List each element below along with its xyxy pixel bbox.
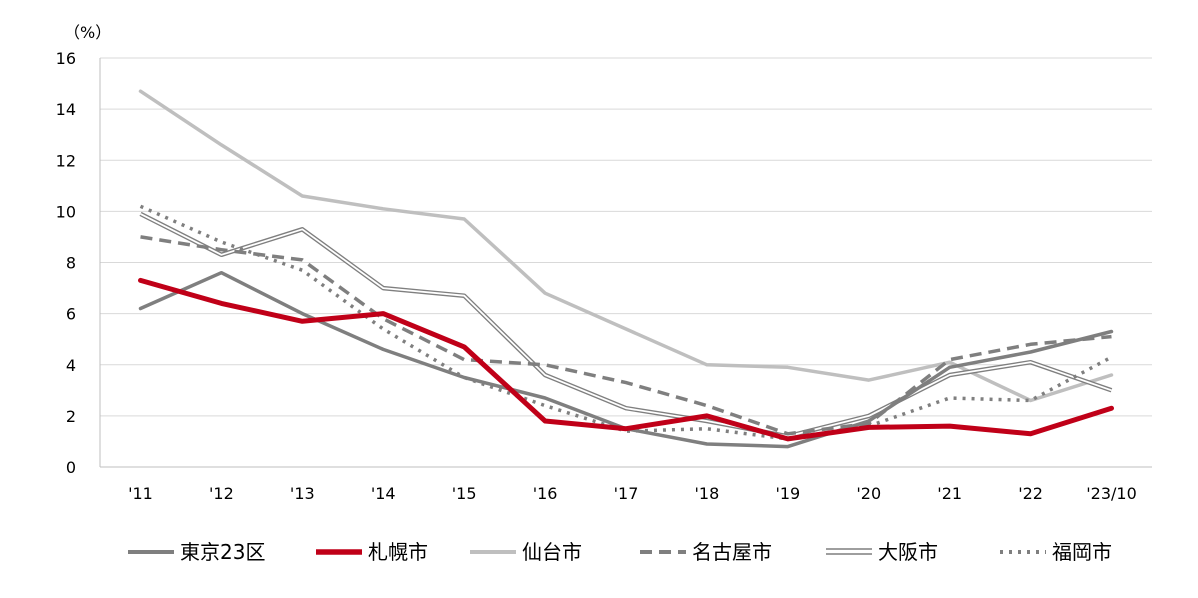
series-名古屋市 [140, 235, 1112, 436]
y-tick-label: 0 [66, 458, 76, 477]
series-line [138, 277, 1114, 442]
legend-label: 名古屋市 [692, 540, 772, 564]
y-unit-label: （%） [64, 23, 111, 42]
x-tick-label: '23/10 [1086, 484, 1137, 503]
x-tick-label: '12 [209, 484, 234, 503]
y-tick-label: 6 [66, 305, 76, 324]
series-line [138, 270, 1114, 449]
x-tick-label: '15 [452, 484, 477, 503]
series-lines [138, 89, 1114, 449]
x-tick-label: '13 [290, 484, 315, 503]
series-大阪市 [139, 211, 1113, 439]
series-福岡市 [139, 204, 1113, 441]
x-tick-label: '18 [695, 484, 720, 503]
y-tick-label: 16 [56, 49, 76, 68]
x-tick-label: '19 [775, 484, 800, 503]
x-tick-label: '14 [371, 484, 396, 503]
legend-item: 東京23区 [128, 540, 265, 564]
legend-label: 大阪市 [878, 540, 938, 564]
grid-lines [100, 57, 1152, 417]
y-tick-label: 4 [66, 356, 76, 375]
y-tick-label: 8 [66, 254, 76, 273]
legend-label: 福岡市 [1052, 540, 1112, 564]
y-tick-label: 14 [56, 100, 76, 119]
y-tick-label: 2 [66, 407, 76, 426]
series-line-inner [140, 213, 1112, 438]
x-tick-label: '21 [937, 484, 962, 503]
series-仙台市 [138, 89, 1114, 403]
series-東京23区 [138, 270, 1114, 449]
legend-item: 仙台市 [470, 540, 582, 564]
legend-label: 札幌市 [368, 540, 428, 564]
legend-item: 札幌市 [316, 540, 428, 564]
x-tick-label: '11 [128, 484, 153, 503]
y-tick-label: 12 [56, 151, 76, 170]
legend-label: 仙台市 [522, 540, 582, 564]
legend-item: 福岡市 [1000, 540, 1112, 564]
axes: 0 2 4 6 8 10 12 14 16 '11 '12 '13 '14 '15 '16 '17 '18 '19… [56, 49, 1152, 503]
series-line [139, 204, 1113, 441]
x-tick-label: '20 [856, 484, 881, 503]
legend-label: 東京23区 [180, 540, 265, 564]
series-line-outer [139, 211, 1113, 439]
y-tick-label: 10 [56, 202, 76, 221]
x-tick-label: '16 [533, 484, 558, 503]
legend-item: 大阪市 [826, 540, 938, 564]
legend: 東京23区 札幌市 仙台市 名古屋市 大阪市 福岡市 [128, 540, 1112, 564]
x-tick-label: '17 [614, 484, 639, 503]
x-tick-label: '22 [1018, 484, 1043, 503]
series-line [140, 235, 1112, 436]
legend-item: 名古屋市 [640, 540, 772, 564]
series-line [138, 89, 1114, 403]
series-札幌市 [138, 277, 1114, 442]
